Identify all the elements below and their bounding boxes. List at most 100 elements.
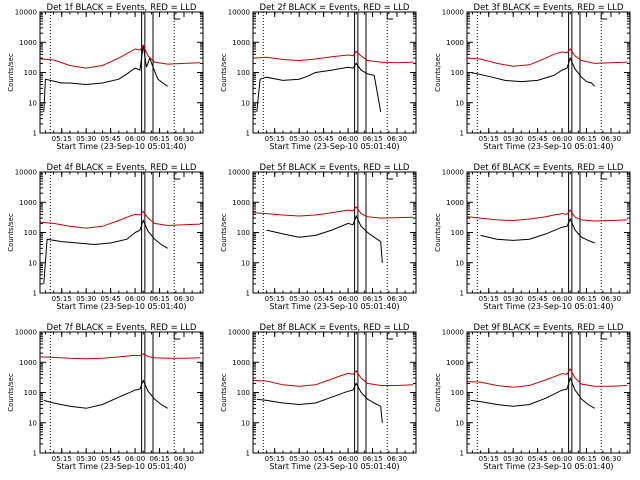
x-tick-label: 05:30 <box>289 295 309 303</box>
y-tick-label: 10000 <box>15 329 37 337</box>
plot-frame <box>39 11 204 134</box>
bracket-marker <box>173 13 181 20</box>
events-series-line <box>43 379 168 409</box>
panel-7: Det 7f BLACK = Events, RED = LLD 1 10 100 10… <box>7 323 204 471</box>
panel-title: Det 3f BLACK = Events, RED = LLD <box>474 3 624 13</box>
bracket-marker <box>173 173 181 180</box>
y-tick-label: 10000 <box>442 329 464 337</box>
x-tick-label: 05:45 <box>528 295 548 303</box>
x-axis-label: Start Time (23-Sep-10 05:01:40) <box>483 302 613 311</box>
events-series-line <box>470 56 596 87</box>
x-tick-label: 06:00 <box>552 295 572 303</box>
bracket-marker <box>600 13 608 20</box>
x-axis-label: Start Time (23-Sep-10 05:01:40) <box>483 462 613 471</box>
x-tick-label: 05:30 <box>289 455 309 463</box>
x-tick-label: 06:30 <box>387 295 407 303</box>
y-axis-label: Counts/sec <box>220 373 228 412</box>
x-tick-label: 06:15 <box>576 295 596 303</box>
y-axis-label: Counts/sec <box>7 373 15 412</box>
x-tick-label: 05:30 <box>289 135 309 143</box>
x-tick-label: 05:45 <box>101 135 121 143</box>
y-axis-label: Counts/sec <box>220 53 228 92</box>
x-tick-label: 05:45 <box>314 135 334 143</box>
x-tick-label: 05:30 <box>76 295 96 303</box>
x-axis-label: Start Time (23-Sep-10 05:01:40) <box>56 462 186 471</box>
x-tick-label: 05:15 <box>52 455 72 463</box>
x-axis-label: Start Time (23-Sep-10 05:01:40) <box>269 462 399 471</box>
x-tick-label: 06:00 <box>552 455 572 463</box>
x-axis-label: Start Time (23-Sep-10 05:01:40) <box>56 142 186 151</box>
y-tick-label: 1 <box>246 450 250 458</box>
y-tick-label: 10 <box>455 99 464 107</box>
y-axis-label: Counts/sec <box>434 213 442 252</box>
y-tick-label: 1000 <box>232 39 250 47</box>
y-tick-label: 100 <box>24 389 37 397</box>
lld-series-line <box>40 353 201 360</box>
bracket-marker <box>600 173 608 180</box>
x-tick-label: 06:00 <box>338 135 358 143</box>
x-tick-label: 05:30 <box>76 135 96 143</box>
y-axis-label: Counts/sec <box>434 53 442 92</box>
y-tick-label: 100 <box>24 69 37 77</box>
x-tick-label: 05:45 <box>101 295 121 303</box>
panel-3: Det 3f BLACK = Events, RED = LLD 1 10 100 10… <box>434 3 631 151</box>
x-tick-label: 05:30 <box>503 295 523 303</box>
panel-title: Det 5f BLACK = Events, RED = LLD <box>260 163 410 173</box>
y-tick-label: 10 <box>241 419 250 427</box>
x-tick-label: 05:45 <box>314 295 334 303</box>
plot-frame <box>252 11 417 134</box>
y-tick-label: 10000 <box>15 9 37 17</box>
x-tick-label: 06:15 <box>149 455 169 463</box>
plot-frame <box>39 331 204 454</box>
y-tick-label: 10000 <box>442 169 464 177</box>
lld-series-line <box>253 50 414 64</box>
panel-title: Det 4f BLACK = Events, RED = LLD <box>47 163 197 173</box>
y-tick-label: 100 <box>237 389 250 397</box>
lld-series-line <box>40 210 201 229</box>
events-series-line <box>256 62 382 112</box>
y-tick-label: 10000 <box>15 169 37 177</box>
y-axis-label: Counts/sec <box>7 53 15 92</box>
x-axis-label: Start Time (23-Sep-10 05:01:40) <box>483 142 613 151</box>
x-tick-label: 05:15 <box>479 455 499 463</box>
x-tick-label: 05:30 <box>503 135 523 143</box>
x-axis-label: Start Time (23-Sep-10 05:01:40) <box>269 302 399 311</box>
events-series-line <box>256 382 383 423</box>
x-tick-label: 06:30 <box>174 135 194 143</box>
x-tick-label: 05:15 <box>479 135 499 143</box>
plot-frame <box>39 171 204 294</box>
x-tick-label: 06:15 <box>576 135 596 143</box>
x-tick-label: 06:30 <box>174 295 194 303</box>
y-axis-label: Counts/sec <box>434 373 442 412</box>
panel-4: Det 4f BLACK = Events, RED = LLD 1 10 100 10… <box>7 163 204 311</box>
x-tick-label: 05:15 <box>265 455 285 463</box>
plot-frame <box>466 331 631 454</box>
x-tick-label: 06:00 <box>125 455 145 463</box>
x-tick-label: 06:15 <box>362 295 382 303</box>
y-tick-label: 1 <box>460 450 464 458</box>
y-tick-label: 1000 <box>19 359 37 367</box>
x-tick-label: 05:15 <box>479 295 499 303</box>
panel-9: Det 9f BLACK = Events, RED = LLD 1 10 100 10… <box>434 323 631 471</box>
y-tick-label: 10 <box>28 259 37 267</box>
y-tick-label: 1000 <box>446 199 464 207</box>
lld-series-line <box>467 367 628 388</box>
y-tick-label: 100 <box>24 229 37 237</box>
y-tick-label: 10 <box>241 259 250 267</box>
x-tick-label: 06:30 <box>387 135 407 143</box>
panel-8: Det 8f BLACK = Events, RED = LLD 1 10 100 10… <box>220 323 417 471</box>
y-tick-label: 1 <box>460 290 464 298</box>
x-tick-label: 06:30 <box>174 455 194 463</box>
x-tick-label: 06:30 <box>601 455 621 463</box>
y-tick-label: 100 <box>237 229 250 237</box>
y-tick-label: 1000 <box>232 359 250 367</box>
x-tick-label: 05:45 <box>528 135 548 143</box>
y-tick-label: 100 <box>451 229 464 237</box>
y-tick-label: 10 <box>28 99 37 107</box>
x-tick-label: 06:15 <box>149 295 169 303</box>
panel-title: Det 2f BLACK = Events, RED = LLD <box>260 3 410 13</box>
events-series-line <box>480 217 595 244</box>
lld-series-line <box>253 369 414 387</box>
y-tick-label: 1000 <box>232 199 250 207</box>
panel-1: Det 1f BLACK = Events, RED = LLD 1 10 100 10… <box>7 3 204 151</box>
